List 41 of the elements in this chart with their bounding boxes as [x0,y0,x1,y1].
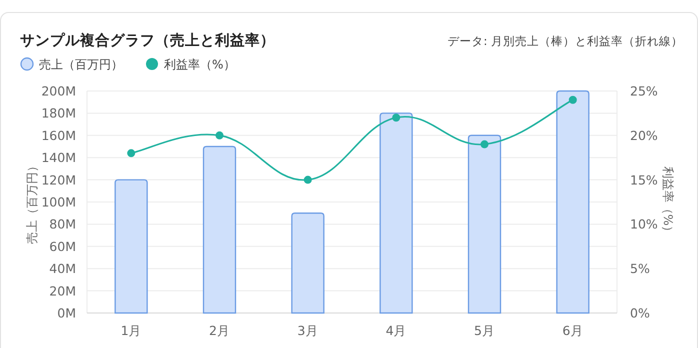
y-tick-label: 140M [41,150,76,166]
y2-tick-label: 20% [630,128,658,143]
bar [291,212,324,314]
chart-subtitle: データ: 月別売上（棒）と利益率（折れ線） [447,34,683,48]
legend-label: 利益率（%） [164,58,236,72]
y-tick-label: 200M [41,84,76,98]
y-tick-label: 20M [49,283,76,298]
bar [380,112,413,314]
y2-tick-label: 5% [630,261,650,276]
y2-tick-label: 15% [630,172,658,188]
bar [468,134,502,314]
chart-title: サンプル複合グラフ（売上と利益率） [20,31,275,49]
y-tick-label: 120M [41,172,76,188]
point [568,96,577,104]
point [216,131,224,140]
y-tick-label: 180M [41,106,76,121]
legend-label: 売上（百万円） [39,58,123,72]
y-tick-label: 0M [57,306,76,320]
y-axis-title: 売上（百万円） [25,160,39,244]
y2-axis-title: 利益率（%） [661,166,675,238]
x-tick-label: 2月 [209,323,230,338]
y-tick-label: 80M [49,216,76,232]
point [480,140,488,148]
y-tick-label: 160M [41,128,76,143]
point [392,114,400,122]
x-tick-label: 1月 [120,323,142,338]
bar [114,179,148,314]
y2-tick-label: 10% [630,216,658,232]
y-tick-label: 100M [41,194,76,210]
bar [556,90,590,314]
x-tick-label: 5月 [474,323,495,338]
x-tick-label: 4月 [386,323,407,338]
y2-tick-label: 0% [630,306,650,320]
y-tick-label: 40M [49,261,76,276]
point [304,176,312,184]
y2-tick-label: 25% [630,84,658,98]
bar [202,146,236,314]
x-tick-label: 6月 [562,323,584,338]
y-tick-label: 60M [49,238,76,254]
x-tick-label: 3月 [297,323,318,338]
point [127,149,136,158]
